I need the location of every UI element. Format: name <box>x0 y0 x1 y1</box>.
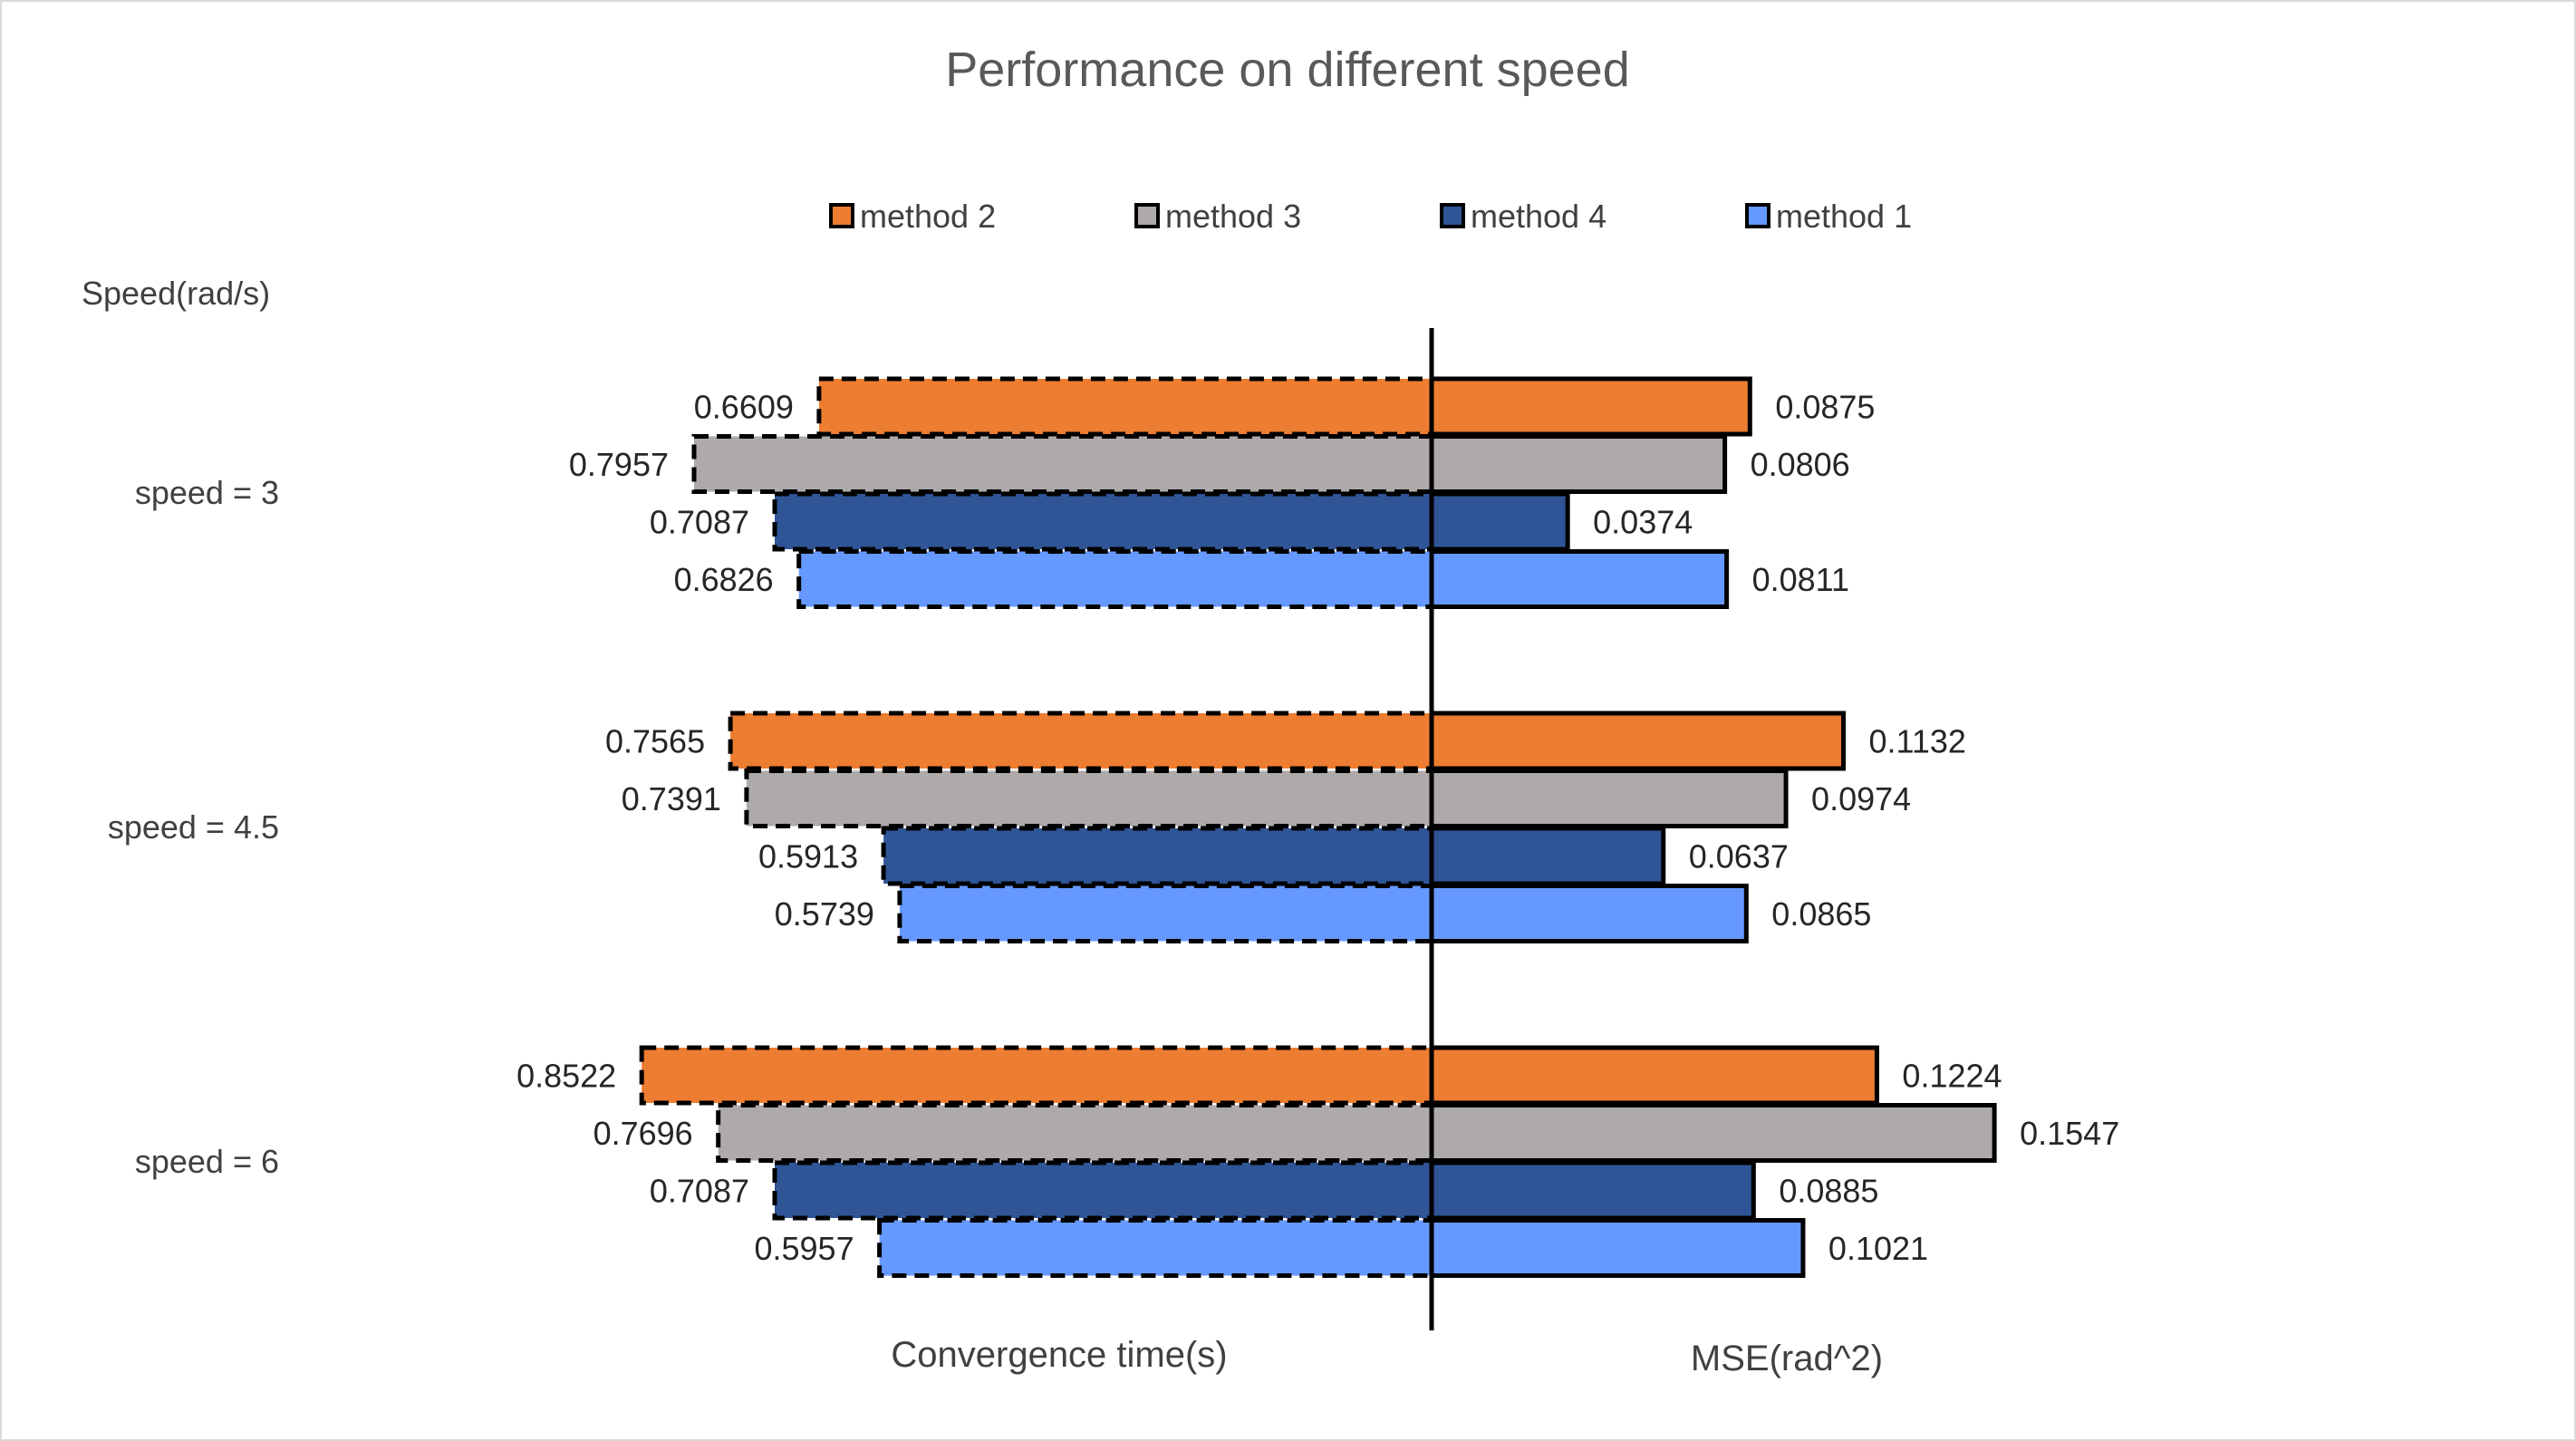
bar-mse-method-3 <box>1429 769 1789 828</box>
data-label-mse: 0.1021 <box>1828 1230 1928 1267</box>
data-label-convergence: 0.5957 <box>754 1230 854 1267</box>
category-label: speed = 3 <box>135 474 279 511</box>
category-label: speed = 6 <box>135 1143 279 1180</box>
data-label-mse: 0.0875 <box>1775 389 1875 426</box>
bar-convergence-method-3 <box>744 769 1434 828</box>
legend: method 2 method 3 method 4 method 1 <box>829 198 1912 235</box>
data-label-convergence: 0.6826 <box>674 561 774 598</box>
bar-convergence-method-4 <box>881 826 1434 886</box>
bar-mse-method-4 <box>1429 826 1666 886</box>
legend-label-method-4: method 4 <box>1471 198 1606 235</box>
category-labels: speed = 3 speed = 4.5 speed = 6 <box>108 474 279 1180</box>
bar-mse-method-3 <box>1429 1103 1997 1163</box>
legend-label-method-3: method 3 <box>1165 198 1301 235</box>
chart-title: Performance on different speed <box>945 43 1629 97</box>
bar-convergence-method-3 <box>691 434 1434 494</box>
convergence-axis-title: Convergence time(s) <box>891 1335 1227 1375</box>
legend-swatch-method-2 <box>829 203 854 228</box>
data-label-mse: 0.0865 <box>1771 895 1871 933</box>
bar-convergence-method-3 <box>716 1103 1434 1163</box>
category-label: speed = 4.5 <box>108 808 279 846</box>
bar-convergence-method-2 <box>639 1045 1434 1106</box>
bar-mse-method-1 <box>1429 884 1749 943</box>
category-axis-title: Speed(rad/s) <box>82 275 270 312</box>
bar-mse-method-3 <box>1429 434 1728 494</box>
data-label-convergence: 0.7696 <box>593 1115 693 1152</box>
bar-convergence-method-4 <box>772 1160 1434 1221</box>
data-label-mse: 0.0806 <box>1751 446 1850 483</box>
data-label-convergence: 0.7957 <box>569 446 669 483</box>
data-label-convergence: 0.5739 <box>775 895 874 933</box>
data-labels: 0.6609 0.0875 0.7565 0.1132 0.8522 0.1224 0.79… <box>516 389 2119 1268</box>
bar-mse-method-4 <box>1429 491 1570 552</box>
bar-mse-method-1 <box>1429 549 1730 609</box>
bar-convergence-method-4 <box>772 491 1434 552</box>
data-label-mse: 0.1132 <box>1868 723 1965 760</box>
data-label-convergence: 0.7087 <box>650 504 749 541</box>
data-label-mse: 0.0811 <box>1752 561 1849 598</box>
data-label-mse: 0.0885 <box>1779 1173 1878 1210</box>
legend-swatch-method-4 <box>1440 203 1465 228</box>
data-label-mse: 0.0974 <box>1811 780 1911 817</box>
data-label-convergence: 0.7087 <box>650 1173 749 1210</box>
data-label-convergence: 0.6609 <box>694 389 794 426</box>
data-label-convergence: 0.8522 <box>516 1058 616 1095</box>
legend-swatch-method-3 <box>1134 203 1160 228</box>
data-label-convergence: 0.5913 <box>758 838 858 875</box>
legend-label-method-1: method 1 <box>1776 198 1912 235</box>
bar-convergence-method-2 <box>816 376 1434 437</box>
data-label-mse: 0.0374 <box>1593 504 1693 541</box>
data-label-convergence: 0.7391 <box>622 780 721 817</box>
legend-swatch-method-1 <box>1745 203 1770 228</box>
bar-mse-method-2 <box>1429 711 1846 771</box>
data-label-convergence: 0.7565 <box>605 723 705 760</box>
data-label-mse: 0.0637 <box>1689 838 1789 875</box>
bar-convergence-method-2 <box>728 711 1434 771</box>
bar-convergence-method-1 <box>877 1218 1434 1278</box>
bar-mse-method-2 <box>1429 1045 1879 1106</box>
data-label-mse: 0.1224 <box>1902 1058 2002 1095</box>
mse-axis-title: MSE(rad^2) <box>1691 1339 1883 1378</box>
bar-mse-method-4 <box>1429 1160 1756 1221</box>
bar-convergence-method-1 <box>796 549 1434 609</box>
legend-label-method-2: method 2 <box>860 198 996 235</box>
bar-convergence-method-1 <box>897 884 1434 943</box>
bar-mse-method-1 <box>1429 1218 1806 1278</box>
data-label-mse: 0.1547 <box>2020 1115 2119 1152</box>
bar-mse-method-2 <box>1429 376 1752 437</box>
